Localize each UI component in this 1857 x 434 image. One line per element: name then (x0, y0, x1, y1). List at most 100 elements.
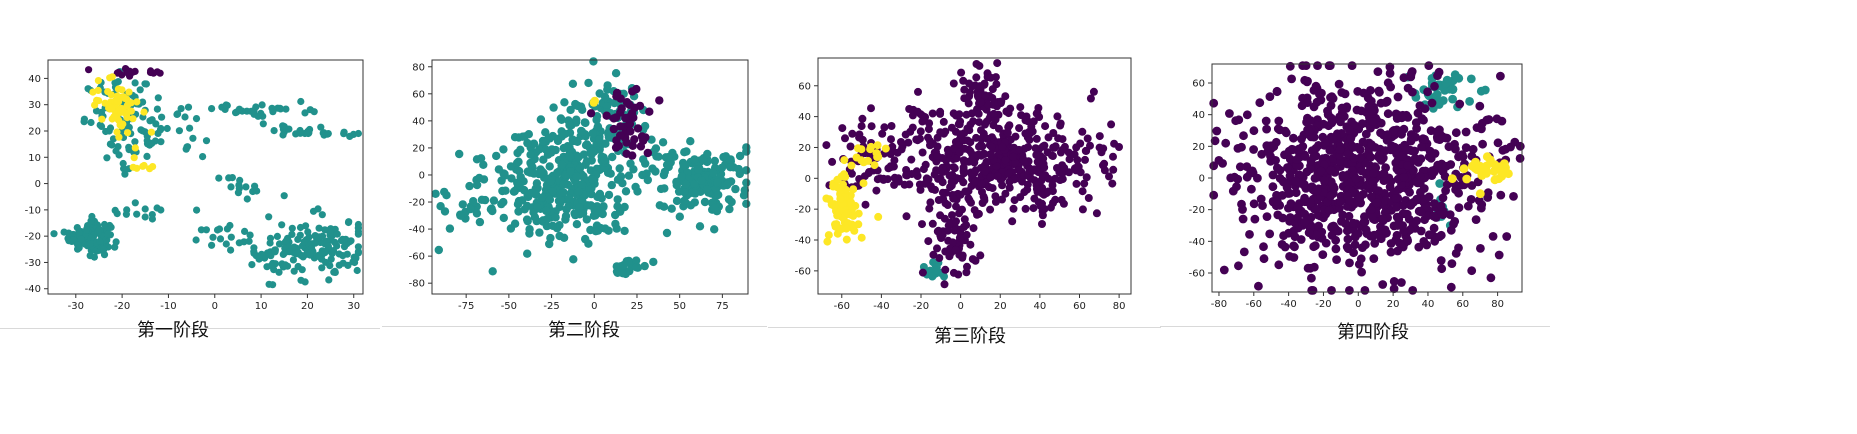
data-point (1309, 242, 1319, 252)
data-point (248, 261, 256, 269)
data-point (586, 201, 595, 210)
data-point (922, 174, 931, 183)
data-point (613, 195, 622, 204)
data-point (902, 171, 911, 180)
separator-line (768, 327, 1161, 328)
data-point (350, 253, 358, 261)
data-point (1340, 89, 1350, 99)
x-tick-label: 20 (994, 301, 1007, 312)
data-point (971, 166, 980, 175)
data-point (1475, 189, 1485, 199)
data-point (1366, 86, 1375, 95)
data-point (854, 220, 863, 229)
data-point (931, 185, 939, 194)
data-point (147, 67, 155, 75)
data-point (535, 228, 544, 237)
data-point (557, 160, 566, 169)
data-point (548, 221, 557, 230)
data-point (535, 145, 544, 154)
data-point (1336, 197, 1345, 207)
data-point (573, 137, 582, 146)
y-tick-label: -20 (25, 232, 41, 243)
data-point (1349, 153, 1359, 163)
data-point (579, 150, 589, 159)
data-point (1072, 143, 1081, 152)
data-point (1021, 204, 1030, 213)
data-point (297, 97, 305, 106)
data-point (1051, 142, 1060, 151)
data-point (948, 211, 956, 220)
data-point (122, 210, 130, 218)
data-point (938, 178, 947, 187)
y-tick-label: 20 (28, 126, 41, 137)
data-point (1293, 203, 1303, 212)
data-point (618, 179, 627, 188)
data-point (124, 129, 132, 137)
data-point (1403, 161, 1412, 170)
data-point (1376, 234, 1386, 244)
data-point (697, 176, 706, 185)
data-point (273, 232, 281, 240)
data-point (1316, 166, 1326, 176)
data-point (578, 209, 588, 218)
data-point (479, 160, 488, 169)
data-point (639, 136, 648, 145)
data-point (309, 207, 318, 215)
data-point (139, 98, 147, 106)
data-point (199, 153, 207, 161)
data-point (582, 157, 591, 167)
data-point (605, 132, 615, 141)
data-point (1238, 205, 1247, 214)
data-point (971, 177, 980, 186)
data-point (973, 91, 982, 100)
data-point (1249, 199, 1259, 209)
data-point (1337, 103, 1347, 113)
data-point (710, 225, 719, 234)
data-point (549, 103, 558, 112)
data-point (1084, 194, 1093, 202)
data-point (236, 176, 244, 184)
data-point (989, 109, 998, 118)
data-point (577, 180, 587, 189)
data-point (282, 105, 290, 113)
data-point (1327, 118, 1337, 128)
x-tick-label: 0 (1355, 299, 1361, 310)
data-point (924, 237, 933, 246)
data-point (556, 194, 565, 204)
data-point (1033, 108, 1042, 117)
data-point (110, 113, 118, 121)
data-point (916, 185, 925, 194)
data-point (918, 268, 927, 277)
data-point (529, 139, 539, 148)
data-point (445, 224, 455, 233)
data-point (861, 200, 870, 209)
data-point (108, 73, 116, 81)
data-point (890, 156, 899, 165)
data-point (847, 161, 856, 170)
data-point (1397, 129, 1406, 139)
data-point (568, 79, 578, 89)
data-point (1097, 148, 1106, 157)
data-point (1367, 140, 1376, 150)
data-point (140, 161, 148, 170)
data-point (980, 196, 989, 205)
data-point (1369, 169, 1378, 179)
data-point (829, 182, 838, 191)
data-point (1452, 72, 1461, 82)
data-point (96, 237, 104, 245)
data-point (614, 141, 623, 151)
data-point (113, 97, 121, 105)
data-point (1040, 163, 1049, 172)
data-point (971, 256, 980, 265)
data-point (559, 180, 568, 189)
data-point (1326, 166, 1336, 175)
data-point (1343, 244, 1353, 254)
data-point (100, 245, 108, 253)
data-point (235, 105, 243, 113)
y-tick-label: -60 (795, 266, 811, 277)
data-point (141, 213, 149, 221)
data-point (988, 184, 997, 193)
data-point (1370, 239, 1380, 248)
data-point (993, 59, 1002, 68)
data-point (557, 115, 566, 125)
